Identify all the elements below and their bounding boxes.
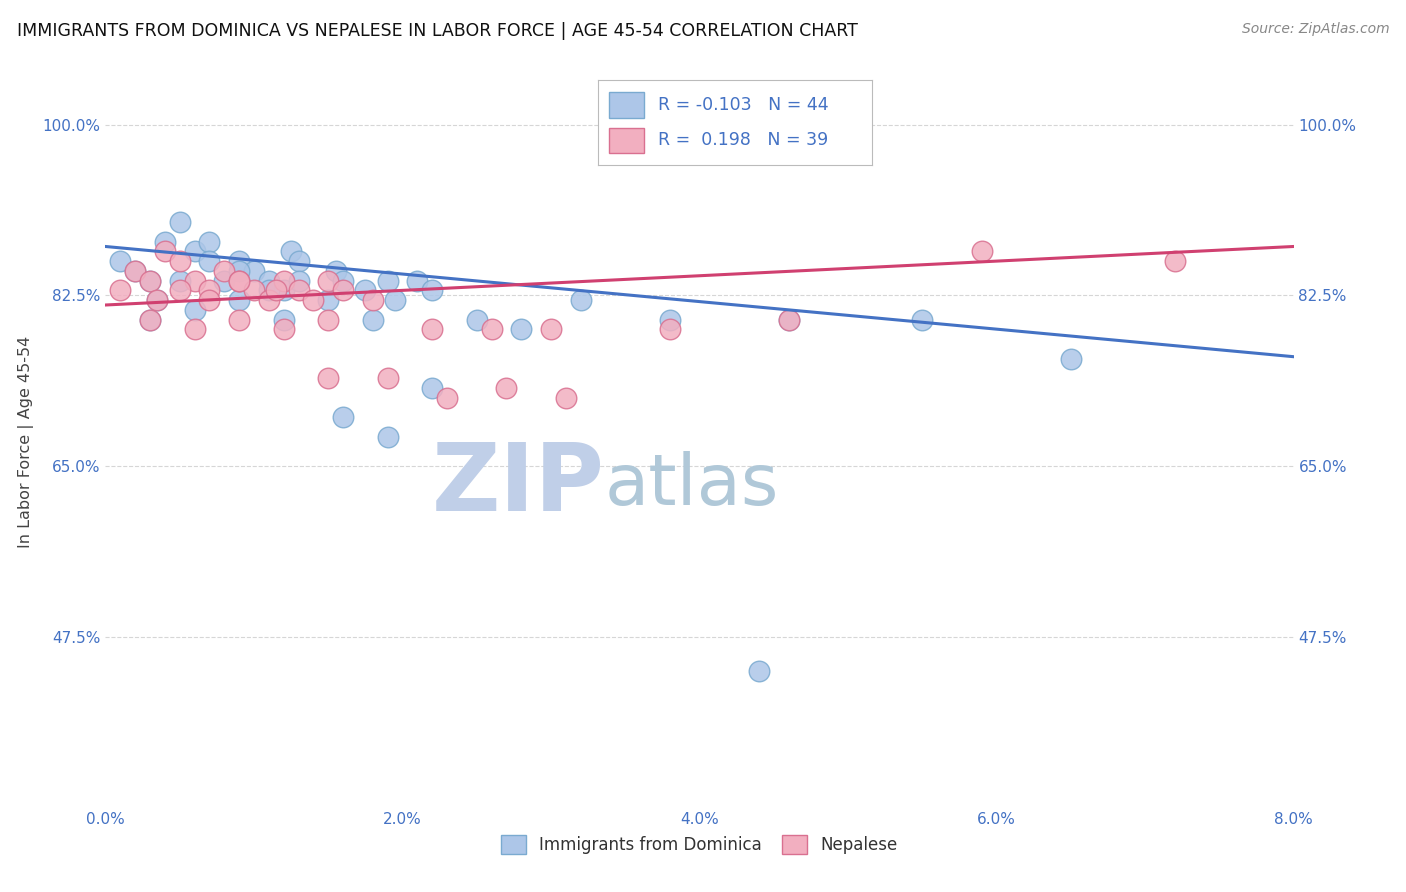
Y-axis label: In Labor Force | Age 45-54: In Labor Force | Age 45-54 (18, 335, 34, 548)
Text: IMMIGRANTS FROM DOMINICA VS NEPALESE IN LABOR FORCE | AGE 45-54 CORRELATION CHAR: IMMIGRANTS FROM DOMINICA VS NEPALESE IN … (17, 22, 858, 40)
Point (354, 284, 377, 298)
Point (228, 274, 250, 288)
Bar (609, 92, 644, 118)
Point (911, 312, 934, 326)
Point (384, 293, 406, 307)
Point (243, 284, 266, 298)
Point (377, 430, 399, 444)
Point (153, 235, 176, 249)
Point (124, 264, 146, 278)
Bar (609, 128, 644, 153)
Point (658, 312, 681, 326)
Point (316, 312, 339, 326)
Point (361, 293, 384, 307)
Point (228, 264, 250, 278)
Point (110, 284, 132, 298)
Point (325, 264, 347, 278)
Point (243, 264, 266, 278)
Point (183, 274, 205, 288)
Point (540, 322, 562, 336)
Point (169, 254, 191, 268)
Point (228, 293, 250, 307)
Point (183, 244, 205, 259)
Point (287, 274, 309, 288)
Point (257, 293, 280, 307)
Point (778, 312, 800, 326)
Point (316, 371, 339, 385)
Point (420, 322, 443, 336)
Point (198, 235, 221, 249)
Point (510, 322, 533, 336)
Point (377, 371, 399, 385)
Point (287, 284, 309, 298)
Point (361, 312, 384, 326)
Point (778, 312, 800, 326)
Point (183, 302, 205, 317)
Point (110, 254, 132, 268)
Point (169, 284, 191, 298)
Point (273, 274, 295, 288)
Point (420, 381, 443, 395)
Point (139, 274, 162, 288)
Text: Source: ZipAtlas.com: Source: ZipAtlas.com (1241, 22, 1389, 37)
Text: ZIP: ZIP (432, 440, 605, 532)
Point (481, 322, 503, 336)
Point (280, 244, 302, 259)
Point (273, 284, 295, 298)
Point (332, 284, 354, 298)
Point (377, 274, 399, 288)
Point (183, 322, 205, 336)
Point (1164, 254, 1187, 268)
Point (970, 244, 993, 259)
Text: R =  0.198   N = 39: R = 0.198 N = 39 (658, 131, 828, 150)
Point (146, 293, 169, 307)
Point (169, 215, 191, 229)
Point (153, 244, 176, 259)
Point (228, 312, 250, 326)
Point (198, 254, 221, 268)
Point (658, 322, 681, 336)
Legend: Immigrants from Dominica, Nepalese: Immigrants from Dominica, Nepalese (495, 829, 904, 861)
Point (273, 322, 295, 336)
Point (169, 274, 191, 288)
Point (316, 293, 339, 307)
Point (228, 274, 250, 288)
Point (198, 284, 221, 298)
Point (1060, 351, 1083, 366)
Point (139, 274, 162, 288)
Point (436, 391, 458, 405)
Point (228, 254, 250, 268)
Text: R = -0.103   N = 44: R = -0.103 N = 44 (658, 95, 828, 114)
Point (554, 391, 576, 405)
Point (264, 284, 287, 298)
Point (257, 284, 280, 298)
Point (139, 312, 162, 326)
Point (273, 312, 295, 326)
Point (332, 274, 354, 288)
Point (406, 274, 429, 288)
Text: atlas: atlas (605, 451, 779, 520)
Point (495, 381, 517, 395)
Point (465, 312, 488, 326)
Point (257, 274, 280, 288)
Point (332, 410, 354, 425)
Point (124, 264, 146, 278)
Point (748, 664, 770, 678)
Point (569, 293, 592, 307)
Point (316, 274, 339, 288)
Point (198, 293, 221, 307)
Point (214, 264, 236, 278)
Point (146, 293, 169, 307)
Point (214, 274, 236, 288)
Point (420, 284, 443, 298)
Point (287, 254, 309, 268)
Point (302, 293, 325, 307)
Point (139, 312, 162, 326)
